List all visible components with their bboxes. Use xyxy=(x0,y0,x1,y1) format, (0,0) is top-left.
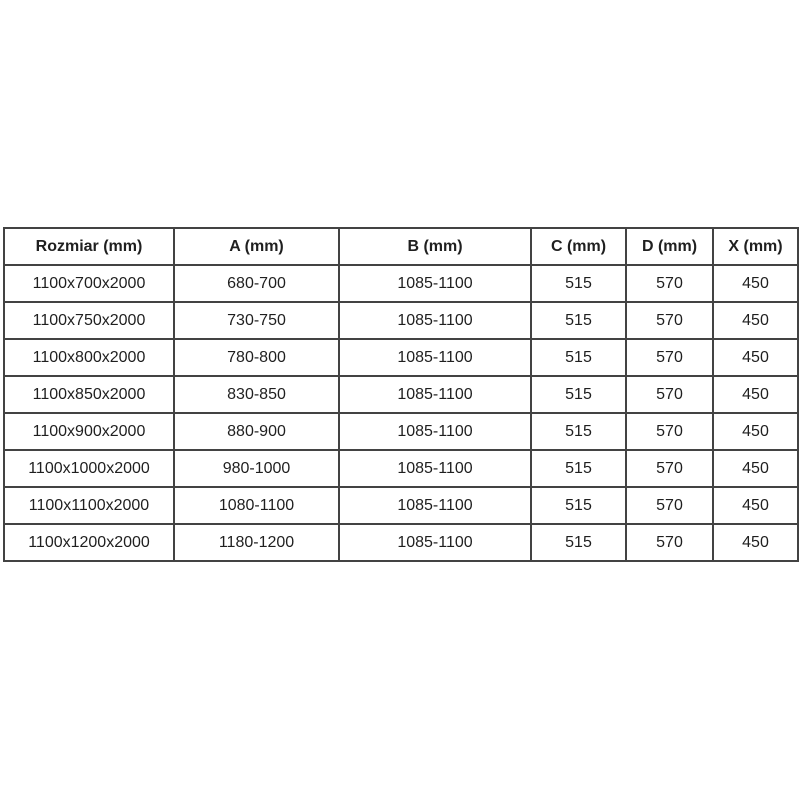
table-cell: 570 xyxy=(625,523,714,562)
table-cell: 515 xyxy=(530,449,627,488)
table-cell: 515 xyxy=(530,301,627,340)
table-row: 1100x750x2000 730-750 1085-1100 515 570 450 xyxy=(3,301,799,340)
table-cell: 515 xyxy=(530,375,627,414)
table-cell: 515 xyxy=(530,412,627,451)
table-cell: 830-850 xyxy=(173,375,340,414)
table-cell: 1100x900x2000 xyxy=(3,412,175,451)
table-cell: 1080-1100 xyxy=(173,486,340,525)
table-cell: 450 xyxy=(712,523,799,562)
table-row: 1100x1100x2000 1080-1100 1085-1100 515 570 45… xyxy=(3,486,799,525)
table-cell: 1100x1200x2000 xyxy=(3,523,175,562)
table-cell: 1085-1100 xyxy=(338,449,532,488)
column-header: B (mm) xyxy=(338,227,532,266)
table-row: 1100x800x2000 780-800 1085-1100 515 570 450 xyxy=(3,338,799,377)
table-cell: 1085-1100 xyxy=(338,264,532,303)
table-cell: 570 xyxy=(625,338,714,377)
table-cell: 1100x800x2000 xyxy=(3,338,175,377)
table-cell: 1085-1100 xyxy=(338,486,532,525)
table-cell: 1100x700x2000 xyxy=(3,264,175,303)
table-cell: 450 xyxy=(712,301,799,340)
table-cell: 1085-1100 xyxy=(338,412,532,451)
table-row: 1100x900x2000 880-900 1085-1100 515 570 450 xyxy=(3,412,799,451)
table-cell: 515 xyxy=(530,523,627,562)
table-row: 1100x850x2000 830-850 1085-1100 515 570 450 xyxy=(3,375,799,414)
table-cell: 1100x850x2000 xyxy=(3,375,175,414)
table-cell: 570 xyxy=(625,449,714,488)
column-header: A (mm) xyxy=(173,227,340,266)
table-cell: 730-750 xyxy=(173,301,340,340)
table-cell: 680-700 xyxy=(173,264,340,303)
table-cell: 450 xyxy=(712,412,799,451)
table-cell: 515 xyxy=(530,486,627,525)
dimensions-table: Rozmiar (mm) A (mm) B (mm) C (mm) D (mm) X (m… xyxy=(3,227,799,562)
table-cell: 570 xyxy=(625,375,714,414)
table-row: 1100x1000x2000 980-1000 1085-1100 515 570 450 xyxy=(3,449,799,488)
table-cell: 570 xyxy=(625,301,714,340)
header-row: Rozmiar (mm) A (mm) B (mm) C (mm) D (mm) X (m… xyxy=(3,227,799,266)
table-cell: 1085-1100 xyxy=(338,375,532,414)
table-cell: 450 xyxy=(712,338,799,377)
table-row: 1100x1200x2000 1180-1200 1085-1100 515 570 45… xyxy=(3,523,799,562)
column-header: X (mm) xyxy=(712,227,799,266)
table-cell: 570 xyxy=(625,412,714,451)
column-header: C (mm) xyxy=(530,227,627,266)
column-header: Rozmiar (mm) xyxy=(3,227,175,266)
table-cell: 450 xyxy=(712,264,799,303)
table-cell: 1100x750x2000 xyxy=(3,301,175,340)
table-cell: 1085-1100 xyxy=(338,523,532,562)
table-cell: 450 xyxy=(712,375,799,414)
table-cell: 450 xyxy=(712,449,799,488)
table-cell: 570 xyxy=(625,264,714,303)
table-cell: 450 xyxy=(712,486,799,525)
table-cell: 1180-1200 xyxy=(173,523,340,562)
table-cell: 980-1000 xyxy=(173,449,340,488)
column-header: D (mm) xyxy=(625,227,714,266)
table-body: 1100x700x2000 680-700 1085-1100 515 570 450 11… xyxy=(3,264,799,562)
table-cell: 880-900 xyxy=(173,412,340,451)
table-cell: 1085-1100 xyxy=(338,338,532,377)
table-cell: 1085-1100 xyxy=(338,301,532,340)
table-cell: 1100x1100x2000 xyxy=(3,486,175,525)
table-cell: 1100x1000x2000 xyxy=(3,449,175,488)
table-cell: 780-800 xyxy=(173,338,340,377)
table-cell: 515 xyxy=(530,338,627,377)
table-cell: 570 xyxy=(625,486,714,525)
table-cell: 515 xyxy=(530,264,627,303)
table-row: 1100x700x2000 680-700 1085-1100 515 570 450 xyxy=(3,264,799,303)
